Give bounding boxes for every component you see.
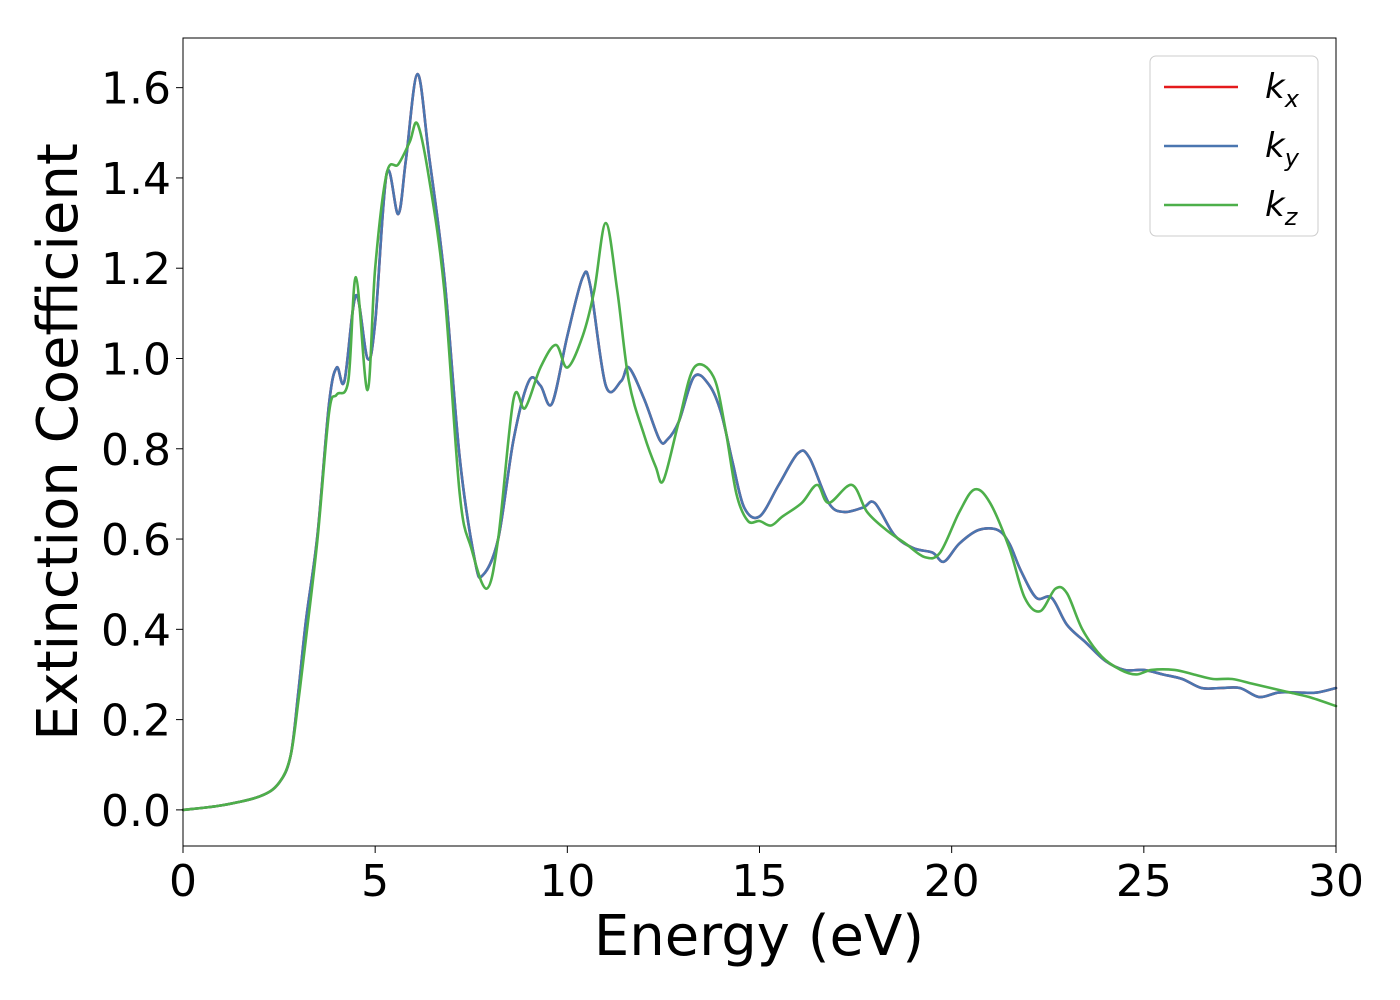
series-layer: [181, 72, 1338, 812]
plot-background: [183, 38, 1336, 846]
legend-label-subscript: z: [1284, 203, 1299, 231]
legend-label-kz: kz: [1265, 185, 1299, 231]
y-tick-label: 0.4: [101, 605, 171, 656]
x-tick-label: 15: [732, 856, 788, 907]
legend-label-ky: ky: [1265, 126, 1300, 172]
legend-label-base: k: [1265, 67, 1286, 107]
y-axis-label: Extinction Coefficient: [26, 143, 91, 741]
x-tick-label: 10: [539, 856, 595, 907]
x-axis-label: Energy (eV): [594, 904, 924, 969]
y-tick-label: 0.6: [101, 515, 171, 566]
y-tick-label: 1.4: [101, 154, 171, 205]
legend-label-base: k: [1265, 126, 1286, 166]
x-tick-label: 25: [1116, 856, 1172, 907]
y-tick-label: 1.6: [101, 64, 171, 115]
x-tick-label: 20: [924, 856, 980, 907]
y-axis: 0.0 0.2 0.4 0.6 0.8 1.0 1.2 1.4 1.6: [101, 64, 183, 837]
y-tick-label: 0.8: [101, 425, 171, 476]
legend-label-subscript: x: [1284, 85, 1300, 113]
y-tick-label: 0.2: [101, 696, 171, 747]
legend-label-kx: kx: [1265, 67, 1300, 113]
x-axis: 0 5 10 15 20 25 30: [169, 846, 1364, 907]
y-tick-label: 1.0: [101, 334, 171, 385]
x-tick-label: 5: [361, 856, 389, 907]
legend-label-subscript: y: [1284, 144, 1300, 172]
series-line-kz: [181, 121, 1338, 812]
legend-label-base: k: [1265, 185, 1286, 225]
x-tick-label: 0: [169, 856, 197, 907]
x-tick-label: 30: [1308, 856, 1364, 907]
y-tick-label: 0.0: [101, 786, 171, 837]
y-tick-label: 1.2: [101, 244, 171, 295]
